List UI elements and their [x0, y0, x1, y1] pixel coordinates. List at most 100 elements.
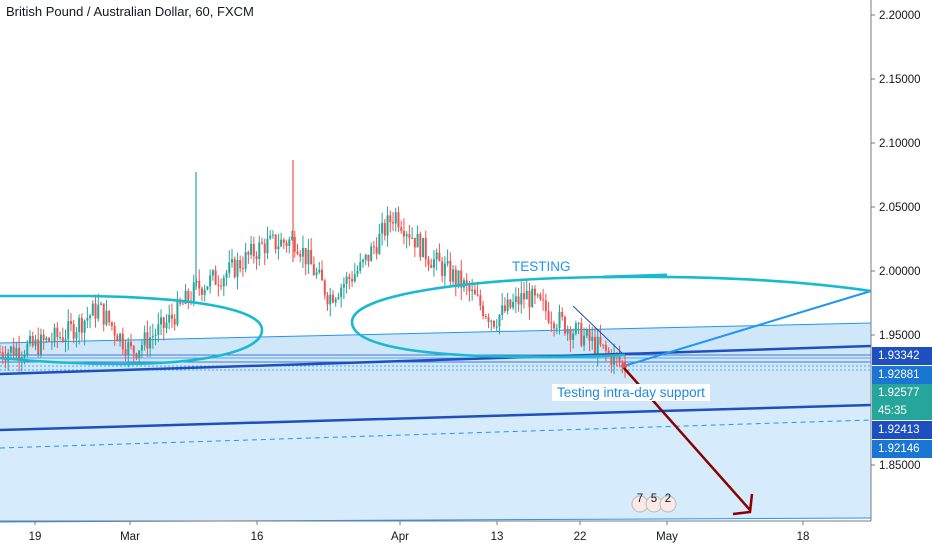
candle-body [97, 304, 100, 319]
candle-body [266, 238, 269, 254]
candle-body [206, 286, 209, 290]
channel-fill [0, 323, 871, 522]
candle-body [443, 263, 446, 276]
candle-body [301, 247, 304, 257]
candle-body [383, 222, 386, 236]
candle-body [304, 247, 307, 265]
current-price-dot [621, 363, 627, 369]
candle-body [187, 290, 190, 301]
candle-body [23, 355, 26, 358]
candle-body [572, 333, 575, 340]
candle-body [91, 303, 94, 316]
candle-body [389, 215, 392, 223]
candle-body [7, 352, 10, 361]
channel-inner [0, 323, 871, 430]
candle-body [514, 296, 517, 302]
candle-body [230, 259, 233, 263]
candle-body [222, 277, 225, 287]
candle-body [203, 289, 206, 295]
forecast-arrowhead [732, 493, 754, 516]
candle-body [370, 246, 373, 262]
candle-body [405, 234, 408, 237]
candle-body [465, 280, 468, 285]
price-tag: 1.92146 [872, 440, 932, 458]
candle-body [593, 336, 596, 355]
lower-trendline [0, 403, 872, 432]
candle-body [181, 303, 184, 305]
candle-body [321, 269, 324, 281]
candle-body [214, 270, 217, 285]
candle-body [56, 327, 59, 338]
candle-body [277, 246, 280, 250]
candle-body [241, 268, 244, 270]
candle-body [432, 259, 435, 268]
candle-body [326, 295, 329, 305]
candle-body [119, 333, 122, 342]
candle-body [361, 259, 364, 262]
candle-body [233, 259, 236, 277]
candle-body [375, 247, 378, 254]
candle-body [94, 303, 97, 319]
candle-body [31, 335, 34, 346]
candle-body [544, 300, 547, 312]
candle-body [563, 316, 566, 334]
candle-body [69, 321, 72, 325]
candle-body [331, 294, 334, 303]
candle-body [495, 326, 498, 328]
candle-body [621, 362, 624, 364]
candle-body [492, 320, 495, 327]
candle-body [37, 339, 40, 355]
candle-body [293, 236, 296, 252]
candle-body [555, 327, 558, 329]
candle-body [411, 237, 414, 239]
candle-body [438, 252, 441, 262]
chart-title: British Pound / Australian Dollar, 60, F… [6, 4, 254, 19]
candle-body [561, 311, 564, 317]
candle-body [72, 324, 75, 339]
candle-body [12, 346, 15, 356]
candle-body [50, 341, 53, 343]
candle-body [282, 239, 285, 243]
candle-body [252, 243, 255, 257]
time-tick-label: 16 [251, 531, 264, 543]
candle-body [454, 269, 457, 285]
candle-body [162, 317, 165, 329]
candle-body [263, 243, 266, 254]
candle-body [143, 332, 146, 346]
candle-body [359, 261, 362, 271]
right-ellipse [350, 275, 872, 359]
candle-body [236, 260, 239, 277]
price-tick-label: 2.00000 [879, 266, 921, 278]
candle-body [130, 341, 133, 347]
candle-body [15, 347, 18, 356]
candle-body [342, 284, 345, 288]
time-tick-label: 22 [574, 531, 587, 543]
candle-body [34, 339, 37, 346]
candle-body [261, 242, 264, 244]
candle-body [78, 317, 81, 333]
candle-body [9, 346, 12, 353]
testing-label: TESTING [512, 259, 571, 274]
candle-body [310, 249, 313, 265]
candle-body [296, 251, 299, 254]
candle-body [140, 345, 143, 351]
price-tag: 45:35 [872, 402, 932, 420]
candle-body [64, 339, 67, 342]
candle-body [473, 289, 476, 295]
candle-body [542, 299, 545, 301]
projection-line [623, 290, 872, 367]
candle-body [422, 237, 425, 258]
candle-body [583, 335, 586, 346]
candle-body [127, 341, 130, 356]
candle-body [591, 336, 594, 341]
candle-body [89, 315, 92, 319]
candle-body [0, 351, 1, 353]
candle-body [217, 284, 220, 286]
candle-body [588, 329, 591, 341]
candle-body [397, 212, 400, 228]
price-tick-label: 2.15000 [879, 74, 921, 86]
candle-body [416, 233, 419, 248]
candle-body [274, 234, 277, 250]
candle-body [348, 276, 351, 280]
